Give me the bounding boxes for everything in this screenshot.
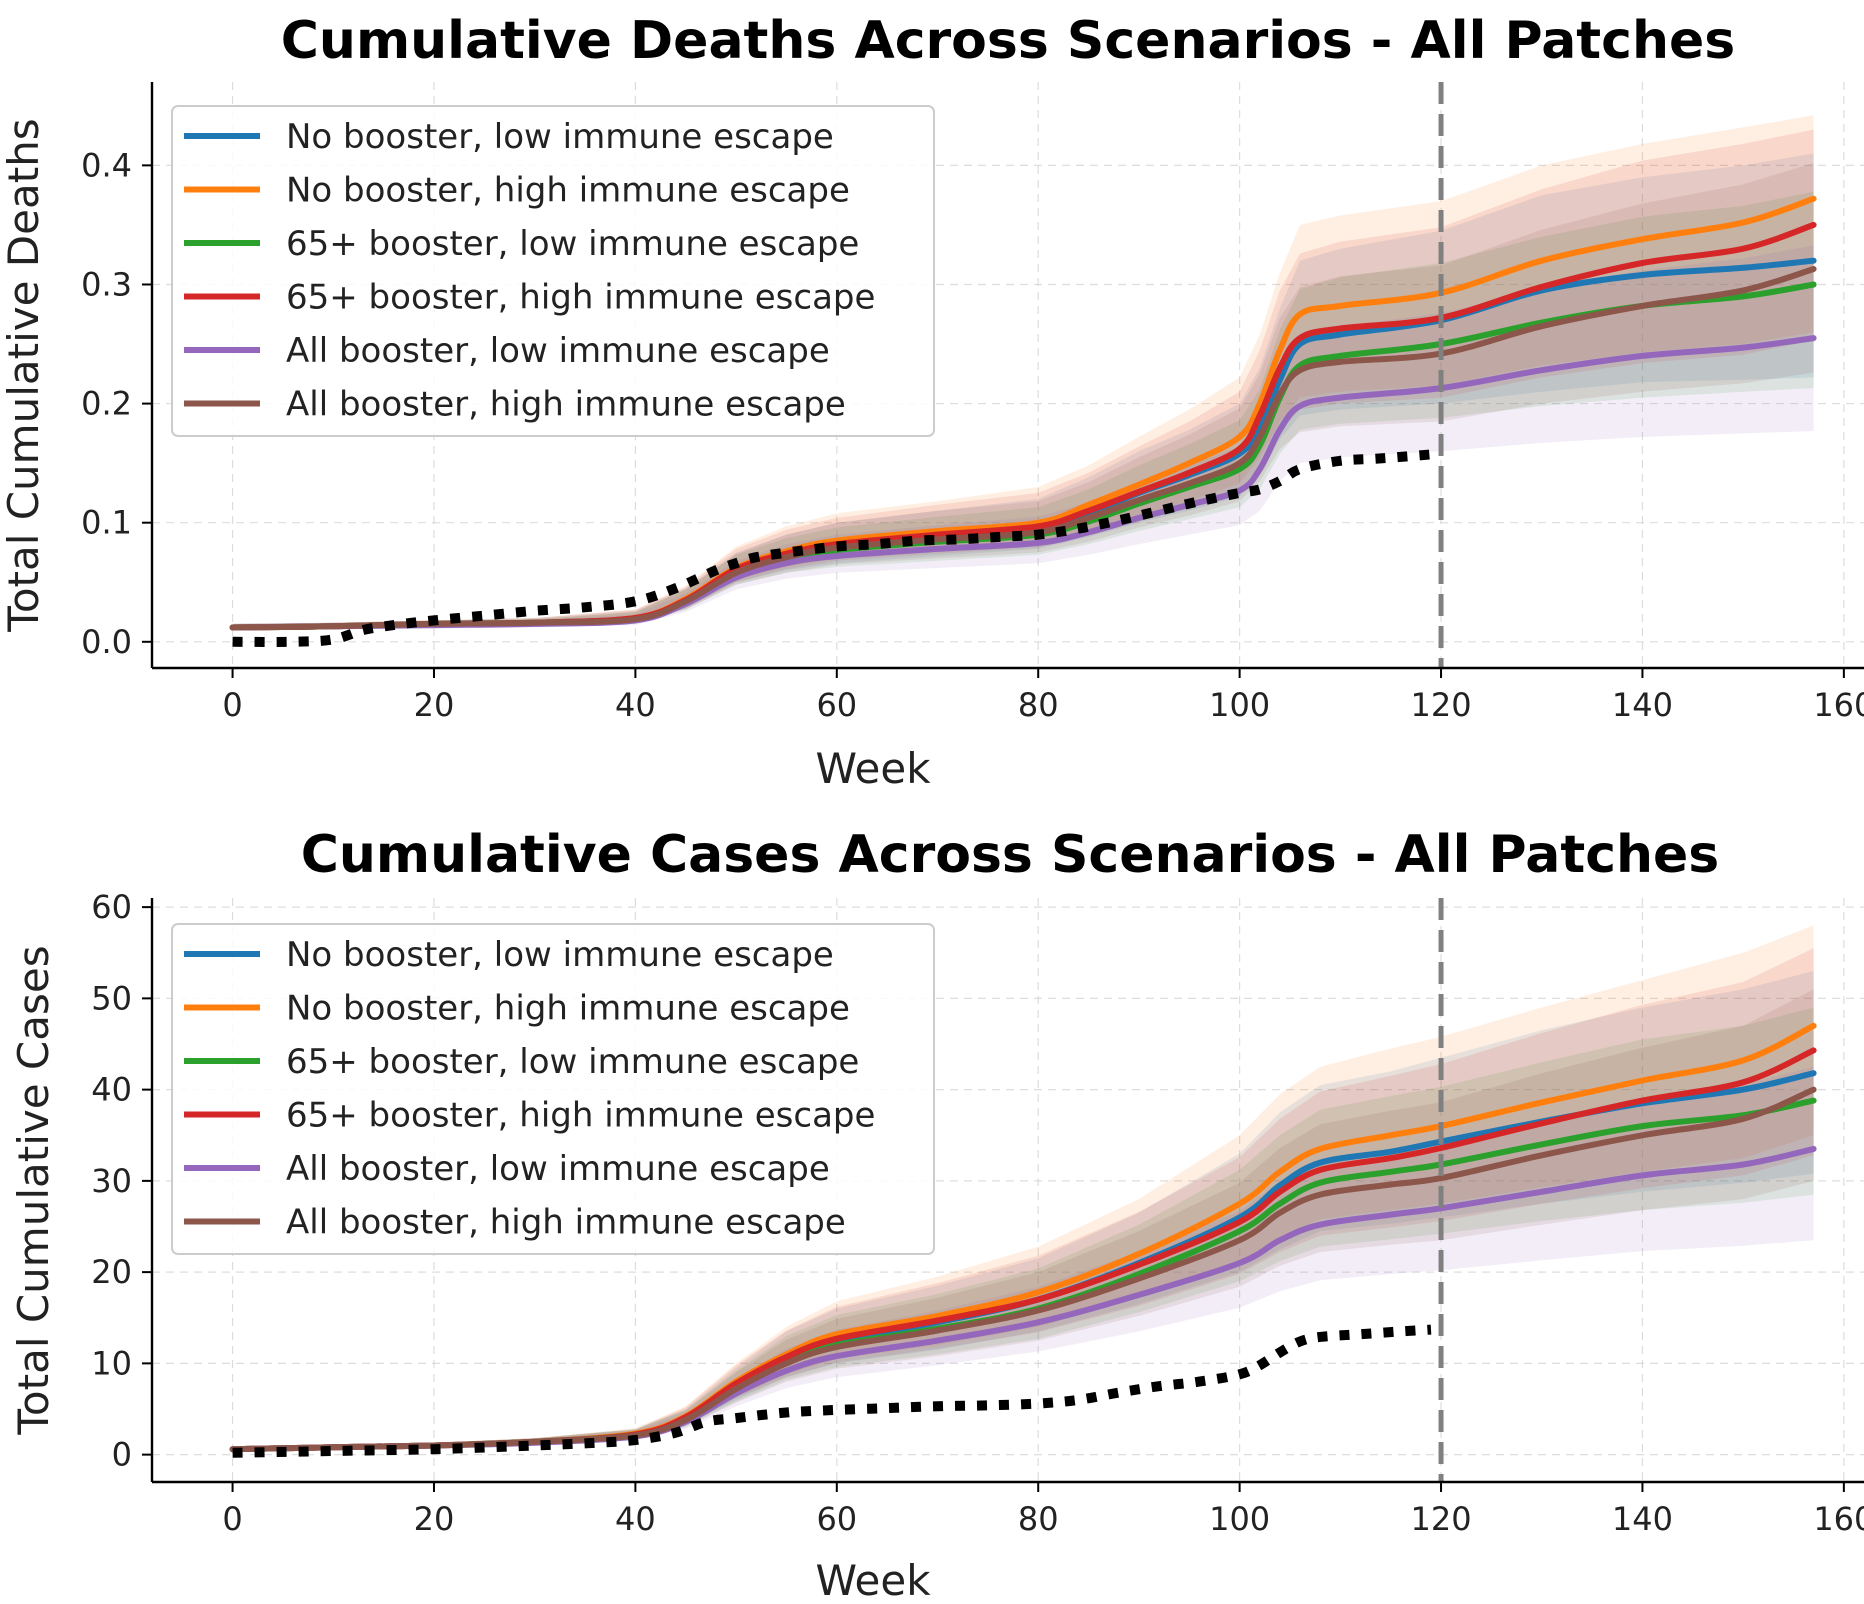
y-tick-label: 0.3 [81,265,132,303]
y-axis-label: Total Cumulative Deaths [0,118,48,632]
band-1 [232,153,1814,630]
legend: No booster, low immune escape No booster,… [171,923,935,1255]
cases-chart: Cumulative Cases Across Scenarios - All … [9,825,1864,1604]
x-tick-label: 120 [1410,1500,1471,1538]
x-tick-label: 100 [1209,686,1270,724]
band-2 [232,115,1814,630]
legend-label-4: 65+ booster, high immune escape [286,1096,875,1136]
series-line-6 [229,266,1817,631]
legend-box [171,923,935,1255]
x-tick-label: 40 [615,686,656,724]
x-tick-label: 160 [1813,1500,1864,1538]
observed-data-line [232,448,1442,647]
y-tick-label: 60 [91,888,132,926]
legend-label-6: All booster, high immune escape [286,385,846,425]
legend-label-2: No booster, high immune escape [286,989,850,1029]
x-tick-label: 80 [1018,1500,1059,1538]
legend-label-6: All booster, high immune escape [286,1203,846,1243]
y-tick-label: 0 [112,1436,132,1474]
legend-label-1: No booster, low immune escape [286,935,834,975]
band-3 [232,1007,1814,1451]
x-axis-label: Week [815,744,931,793]
legend-label-5: All booster, low immune escape [286,331,830,371]
y-tick-label: 0.0 [81,623,132,661]
band-1 [232,971,1814,1451]
legend-label-3: 65+ booster, low immune escape [286,224,859,264]
y-tick-label: 40 [91,1071,132,1109]
x-tick-label: 40 [615,1500,656,1538]
deaths-chart: Cumulative Deaths Across Scenarios - All… [0,11,1864,793]
y-tick-label: 10 [91,1344,132,1382]
legend-box [171,105,935,437]
y-tick-label: 0.4 [81,146,132,184]
x-tick-label: 60 [816,686,857,724]
chart-title: Cumulative Deaths Across Scenarios - All… [281,11,1735,71]
legend: No booster, low immune escape No booster,… [171,105,935,437]
x-tick-label: 160 [1813,686,1864,724]
legend-label-1: No booster, low immune escape [286,117,834,157]
legend-label-2: No booster, high immune escape [286,171,850,211]
y-tick-label: 0.2 [81,385,132,423]
y-tick-label: 0.1 [81,504,132,542]
x-tick-label: 0 [222,1500,242,1538]
x-tick-label: 120 [1410,686,1471,724]
x-tick-label: 140 [1612,686,1673,724]
band-4 [232,129,1814,630]
band-6 [232,163,1814,630]
x-axis-label: Week [815,1556,931,1604]
x-tick-label: 60 [816,1500,857,1538]
observed-data-line [232,1324,1432,1458]
band-2 [232,925,1814,1451]
y-tick-label: 20 [91,1253,132,1291]
series-line-6 [229,1086,1817,1453]
legend-label-5: All booster, low immune escape [286,1149,830,1189]
x-tick-label: 80 [1018,686,1059,724]
band-4 [232,948,1814,1451]
x-tick-label: 20 [414,686,455,724]
band-6 [232,989,1814,1451]
legend-label-4: 65+ booster, high immune escape [286,278,875,318]
x-tick-label: 20 [414,1500,455,1538]
chart-title: Cumulative Cases Across Scenarios - All … [301,825,1720,885]
x-tick-label: 100 [1209,1500,1270,1538]
band-5 [232,245,1814,630]
band-5 [232,1066,1814,1451]
y-tick-label: 30 [91,1162,132,1200]
y-axis-label: Total Cumulative Cases [9,945,58,1435]
y-tick-label: 50 [91,979,132,1017]
x-tick-label: 0 [222,686,242,724]
x-tick-label: 140 [1612,1500,1673,1538]
band-3 [232,191,1814,630]
legend-label-3: 65+ booster, low immune escape [286,1042,859,1082]
